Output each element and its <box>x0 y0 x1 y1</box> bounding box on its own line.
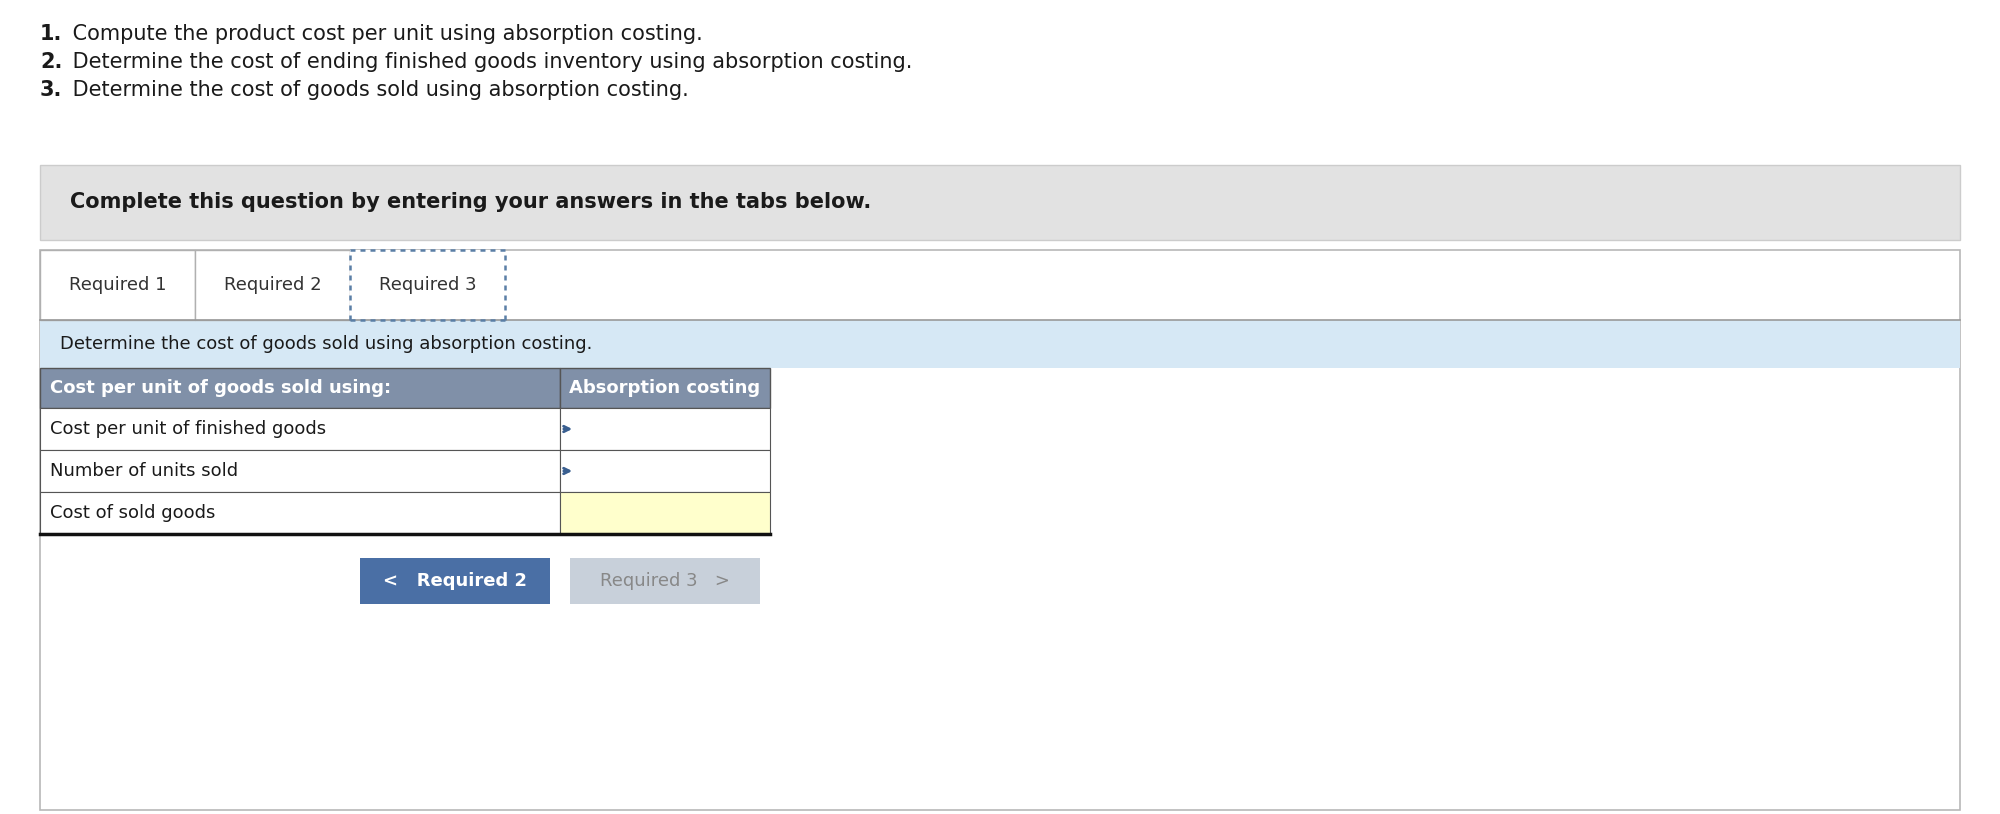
Text: Determine the cost of goods sold using absorption costing.: Determine the cost of goods sold using a… <box>66 80 688 100</box>
Text: 1.: 1. <box>40 24 62 44</box>
Bar <box>570 558 760 604</box>
Bar <box>350 250 504 320</box>
Bar <box>560 408 770 450</box>
Bar <box>40 320 1960 368</box>
Text: 3.: 3. <box>40 80 62 100</box>
Bar <box>560 368 770 408</box>
Text: Cost per unit of finished goods: Cost per unit of finished goods <box>50 420 326 438</box>
Bar <box>40 165 1960 240</box>
Text: Number of units sold: Number of units sold <box>50 462 238 480</box>
Text: Determine the cost of ending finished goods inventory using absorption costing.: Determine the cost of ending finished go… <box>66 52 912 72</box>
Text: Required 1: Required 1 <box>68 276 166 294</box>
Text: Complete this question by entering your answers in the tabs below.: Complete this question by entering your … <box>70 192 872 212</box>
Text: Required 2: Required 2 <box>224 276 322 294</box>
Bar <box>360 558 550 604</box>
Bar <box>560 450 770 492</box>
Text: Absorption costing: Absorption costing <box>570 379 760 397</box>
Bar <box>40 250 1960 810</box>
Text: Cost per unit of goods sold using:: Cost per unit of goods sold using: <box>50 379 392 397</box>
Text: Determine the cost of goods sold using absorption costing.: Determine the cost of goods sold using a… <box>60 335 592 353</box>
Bar <box>40 492 560 534</box>
Bar <box>40 368 560 408</box>
Text: 2.: 2. <box>40 52 62 72</box>
Bar <box>196 250 350 320</box>
Text: Compute the product cost per unit using absorption costing.: Compute the product cost per unit using … <box>66 24 702 44</box>
Text: Cost of sold goods: Cost of sold goods <box>50 504 216 522</box>
Bar <box>560 492 770 534</box>
Text: Required 3: Required 3 <box>378 276 476 294</box>
Bar <box>40 450 560 492</box>
Text: <   Required 2: < Required 2 <box>384 572 528 590</box>
Bar <box>40 408 560 450</box>
Text: Required 3   >: Required 3 > <box>600 572 730 590</box>
Bar <box>40 250 196 320</box>
